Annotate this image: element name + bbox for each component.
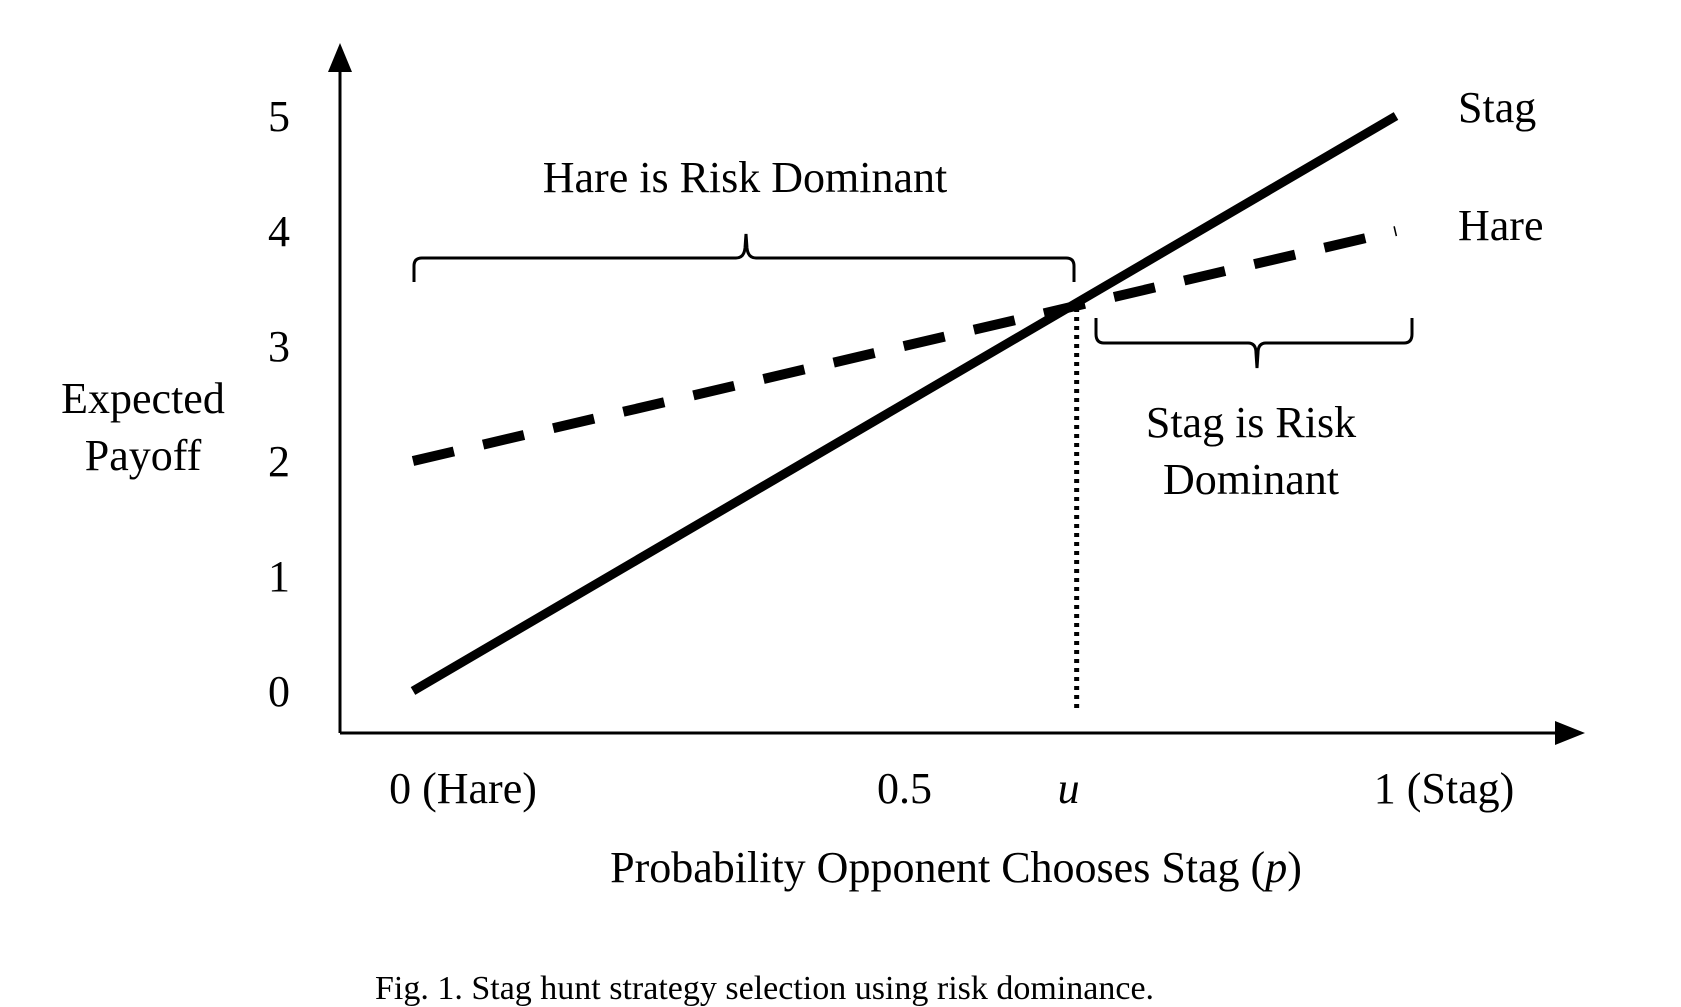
series-lines — [410, 112, 1399, 695]
right-region-label-line2: Dominant — [1163, 455, 1339, 504]
x-axis-label-close: ) — [1287, 843, 1302, 892]
y-tick-label: 0 — [268, 667, 290, 716]
series-line-hare — [411, 226, 1398, 466]
right-region-brace — [1094, 318, 1414, 369]
y-tick-label: 2 — [268, 437, 290, 486]
right-region-label-line1: Stag is Risk — [1146, 398, 1356, 447]
left-region-brace — [412, 233, 1076, 282]
series-label-stag: Stag — [1458, 83, 1536, 132]
y-tick-label: 5 — [268, 92, 290, 141]
y-tick-label: 1 — [268, 552, 290, 601]
series-label-hare: Hare — [1458, 201, 1544, 250]
figure-caption: Fig. 1. Stag hunt strategy selection usi… — [375, 970, 1154, 1007]
x-tick-label: u — [1058, 764, 1080, 813]
y-axis-label-line2: Payoff — [85, 431, 202, 480]
x-axis-label: Probability Opponent Chooses Stag (p) — [610, 843, 1302, 892]
left-region-label: Hare is Risk Dominant — [543, 153, 948, 202]
x-tick-label: 0 (Hare) — [389, 764, 537, 813]
y-axis-label-line1: Expected — [61, 374, 225, 423]
x-axis-label-text: Probability Opponent Chooses Stag ( — [610, 843, 1265, 892]
y-tick-label: 4 — [268, 207, 290, 256]
x-axis-label-variable: p — [1262, 843, 1287, 892]
x-tick-label: 0.5 — [877, 764, 932, 813]
x-axis-arrowhead — [1555, 721, 1585, 745]
y-axis-arrowhead — [328, 43, 352, 72]
series-line-stag — [410, 112, 1399, 695]
y-tick-label: 3 — [268, 322, 290, 371]
x-tick-label: 1 (Stag) — [1374, 764, 1515, 813]
y-tick-labels: 0 1 2 3 4 5 — [268, 92, 290, 716]
x-tick-labels: 0 (Hare) 0.5 u 1 (Stag) — [389, 764, 1514, 813]
